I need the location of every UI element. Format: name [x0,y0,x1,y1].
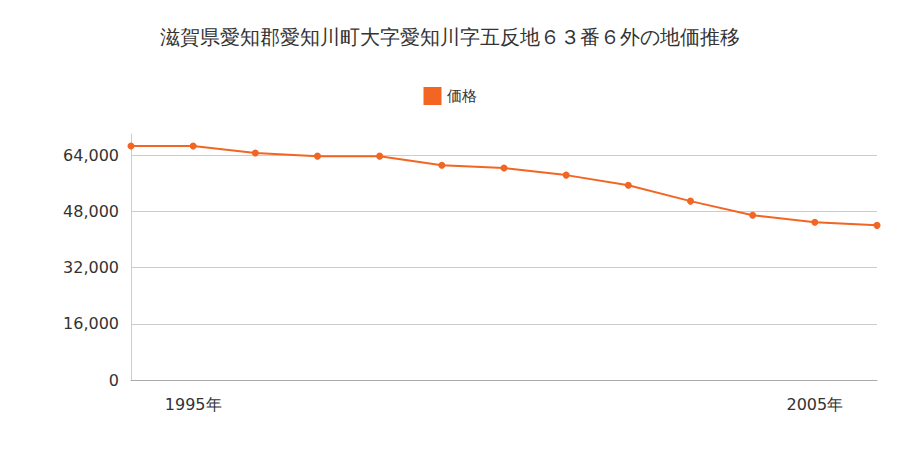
svg-text:0: 0 [109,371,119,390]
svg-text:2005年: 2005年 [786,395,843,414]
svg-text:1995年: 1995年 [165,395,222,414]
svg-text:32,000: 32,000 [63,258,119,277]
svg-text:16,000: 16,000 [63,314,119,333]
svg-text:64,000: 64,000 [63,146,119,165]
svg-text:48,000: 48,000 [63,202,119,221]
svg-text:滋賀県愛知郡愛知川町大字愛知川字五反地６３番６外の地価推移: 滋賀県愛知郡愛知川町大字愛知川字五反地６３番６外の地価推移 [160,25,740,49]
svg-text:価格: 価格 [447,87,477,105]
